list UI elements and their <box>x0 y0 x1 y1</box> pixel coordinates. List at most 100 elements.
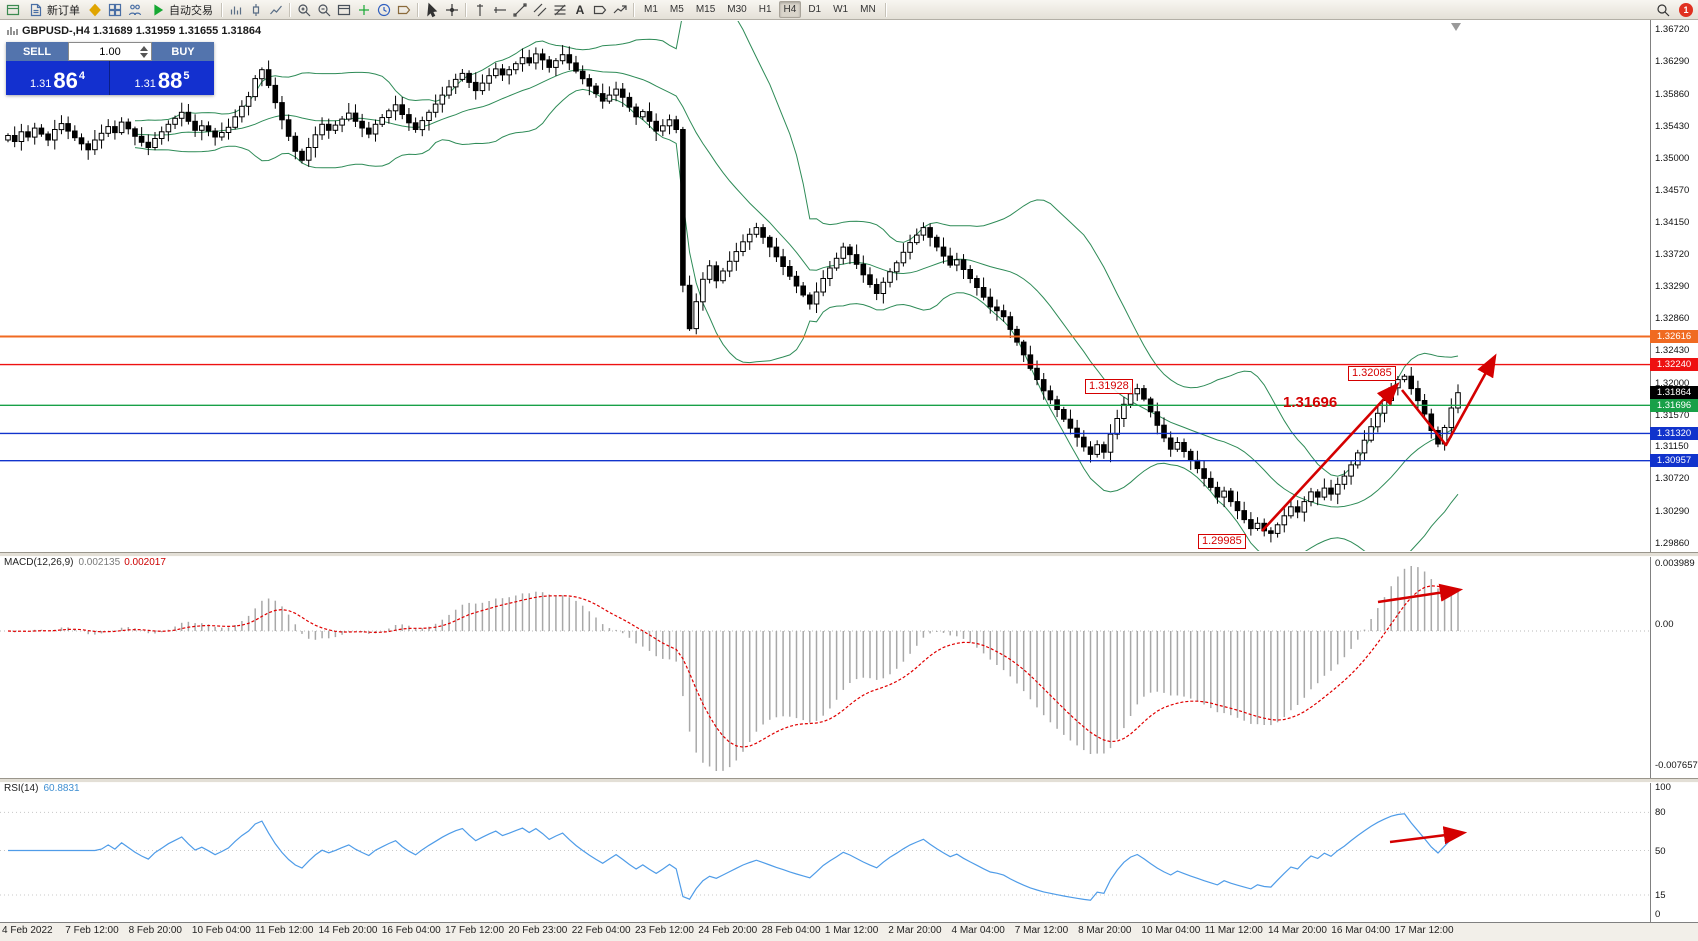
search-glyph <box>1657 3 1670 16</box>
new-chart-icon[interactable] <box>3 1 23 19</box>
zoom-out-icon[interactable] <box>314 1 334 19</box>
data-window-icon[interactable] <box>105 1 125 19</box>
horizontal-line-icon-glyph <box>494 6 506 13</box>
toolbar: 新订单 自动交易 A M1 M5 M15 M30 H1 H4 D1 W1 MN 1 <box>0 0 1698 20</box>
time-axis-label: 7 Feb 12:00 <box>65 925 119 936</box>
vertical-line-icon[interactable] <box>470 1 490 19</box>
time-axis[interactable] <box>0 922 1698 941</box>
price-axis-label: 1.32000 <box>1655 377 1690 389</box>
tile-windows-icon[interactable] <box>334 1 354 19</box>
sell-price[interactable]: 1.31 86 4 <box>6 61 110 95</box>
main-chart-panel[interactable] <box>0 20 1650 552</box>
price-axis[interactable] <box>1650 20 1698 922</box>
market-watch-icon[interactable] <box>85 1 105 19</box>
volume-down-icon[interactable] <box>139 52 148 58</box>
price-axis-label: 1.34570 <box>1655 185 1690 197</box>
annotation-label: 1.31928 <box>1085 379 1133 394</box>
buy-price-pip: 5 <box>183 70 190 82</box>
price-axis-label: 1.36290 <box>1655 56 1690 68</box>
price-level-tag: 1.31320 <box>1650 427 1698 440</box>
label-tool-icon[interactable] <box>590 1 610 19</box>
timeframe-h4[interactable]: H4 <box>778 1 802 18</box>
panel-splitter[interactable] <box>0 778 1698 783</box>
new-order-button-icon <box>30 3 42 16</box>
time-axis-label: 24 Feb 20:00 <box>698 925 758 936</box>
timeframe-m30[interactable]: M30 <box>727 4 747 15</box>
symbol-text: GBPUSD-,H4 1.31689 1.31959 1.31655 1.318… <box>22 25 262 37</box>
price-axis-label: 1.35860 <box>1655 88 1690 100</box>
price-axis-label: 1.33720 <box>1655 248 1690 260</box>
time-axis-label: 17 Feb 12:00 <box>445 925 505 936</box>
sell-price-pip: 4 <box>78 70 86 82</box>
new-order-button[interactable]: 新订单 <box>23 1 85 19</box>
time-axis-label: 2 Mar 20:00 <box>888 925 942 936</box>
timeframe-mn[interactable]: MN <box>860 4 876 15</box>
channel-icon[interactable] <box>530 1 550 19</box>
crosshair-icon-glyph <box>446 3 458 16</box>
time-axis-label: 11 Feb 12:00 <box>255 925 314 936</box>
crosshair-icon[interactable] <box>442 1 462 19</box>
time-axis-label: 16 Mar 04:00 <box>1331 925 1391 936</box>
timeframe-m5[interactable]: M5 <box>669 4 684 15</box>
new-order-button-label: 新订单 <box>47 4 80 17</box>
label-tool-icon-glyph <box>593 5 607 14</box>
volume-spinner[interactable] <box>138 44 149 59</box>
navigator-icon[interactable] <box>125 1 145 19</box>
autotrading-button[interactable]: 自动交易 <box>145 1 218 19</box>
volume-up-icon[interactable] <box>139 45 148 51</box>
price-axis-label: 1.30720 <box>1655 473 1690 485</box>
time-axis-label: 14 Feb 20:00 <box>318 925 378 936</box>
price-axis-label: 1.35430 <box>1655 120 1690 132</box>
chart-line-icon[interactable] <box>266 1 286 19</box>
chart-candles-icon[interactable] <box>246 1 266 19</box>
periodicity-icon[interactable] <box>374 1 394 19</box>
toolbar-right-group: 1 <box>1653 1 1695 19</box>
toolbar-separator <box>884 2 887 17</box>
timeframe-m15[interactable]: M15 <box>695 4 716 15</box>
time-axis-label: 23 Feb 12:00 <box>635 925 694 936</box>
rsi-axis-label: 15 <box>1655 890 1666 901</box>
horizontal-line-icon[interactable] <box>490 1 510 19</box>
sell-price-big: 86 <box>53 68 78 93</box>
volume-input[interactable]: 1.00 <box>68 42 152 61</box>
trendline-icon[interactable] <box>510 1 530 19</box>
timeframe-d1[interactable]: D1 <box>808 4 822 15</box>
text-tool-icon[interactable]: A <box>575 2 585 17</box>
chart-bars-icon-glyph <box>230 6 242 14</box>
sell-button[interactable]: SELL <box>6 42 68 61</box>
sell-price-prefix: 1.31 <box>29 78 52 90</box>
template-icon[interactable] <box>394 1 414 19</box>
periodicity-icon-glyph <box>377 3 391 16</box>
zoom-in-icon-glyph <box>298 3 311 16</box>
macd-value-main: 0.002135 <box>78 557 121 568</box>
buy-price[interactable]: 1.31 88 5 <box>110 61 214 95</box>
buy-price-big: 88 <box>157 68 183 93</box>
time-axis-label: 11 Mar 12:00 <box>1204 925 1263 936</box>
volume-value: 1.00 <box>99 45 121 58</box>
fibonacci-icon[interactable] <box>550 1 570 19</box>
arrows-tool-icon[interactable] <box>610 1 630 19</box>
toolbar-separator <box>465 2 467 17</box>
search-icon[interactable] <box>1653 1 1673 19</box>
timeframe-h1[interactable]: H1 <box>758 4 772 15</box>
buy-button[interactable]: BUY <box>152 42 214 61</box>
new-chart-icon-glyph <box>6 4 20 15</box>
price-axis-label: 1.33290 <box>1655 281 1690 292</box>
market-watch-icon-glyph <box>89 3 101 16</box>
rsi-panel[interactable] <box>0 781 1650 922</box>
notification-badge[interactable]: 1 <box>1679 2 1693 17</box>
timeframe-w1[interactable]: W1 <box>833 4 849 15</box>
macd-value-signal: 0.002017 <box>124 557 166 568</box>
panel-splitter[interactable] <box>0 552 1698 557</box>
add-indicator-icon[interactable] <box>354 1 374 19</box>
rsi-value: 60.8831 <box>43 783 80 794</box>
chart-bars-icon[interactable] <box>226 1 246 19</box>
channel-icon-glyph <box>533 3 547 16</box>
macd-panel[interactable] <box>0 555 1650 778</box>
time-axis-label: 8 Feb 20:00 <box>128 925 182 936</box>
zoom-in-icon[interactable] <box>294 1 314 19</box>
timeframe-m1[interactable]: M1 <box>644 4 658 15</box>
navigator-icon-glyph <box>128 4 142 15</box>
cursor-icon[interactable] <box>422 1 442 19</box>
